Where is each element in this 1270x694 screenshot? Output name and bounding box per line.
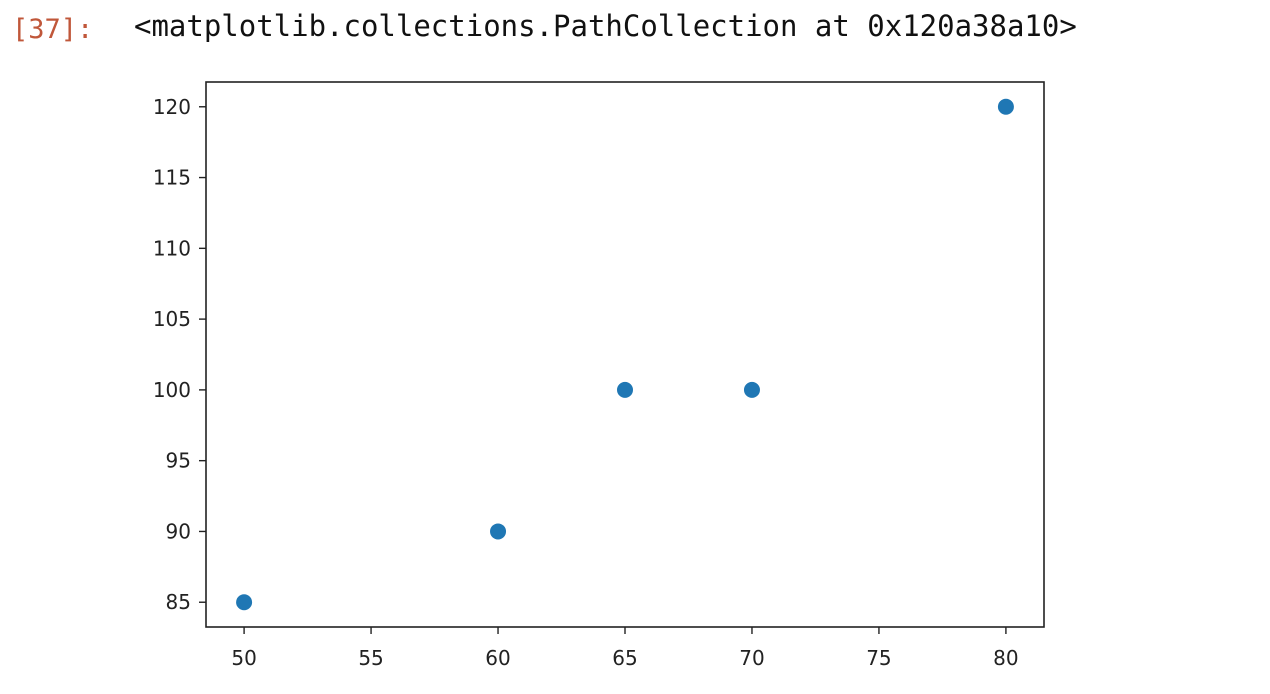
- scatter-point: [997, 98, 1014, 115]
- scatter-points: [236, 98, 1014, 611]
- y-tick-label: 85: [166, 590, 191, 614]
- scatter-point: [236, 594, 253, 611]
- x-tick-label: 75: [866, 646, 891, 670]
- y-tick-label: 105: [153, 307, 191, 331]
- scatter-point: [617, 381, 633, 398]
- y-axis: 85 90 95 100 105 110 115 120: [153, 95, 206, 614]
- output-prompt: [37]:: [12, 14, 94, 45]
- y-tick-label: 95: [166, 449, 191, 473]
- x-tick-label: 65: [612, 646, 637, 670]
- axes-frame: [205, 81, 1045, 628]
- y-tick-label: 120: [153, 95, 191, 119]
- scatter-point: [490, 523, 507, 540]
- y-tick-label: 115: [153, 166, 191, 190]
- x-tick-label: 60: [485, 646, 510, 670]
- x-tick-label: 55: [358, 646, 383, 670]
- x-axis: 50 55 60 65 70 75 80: [231, 627, 1019, 670]
- output-repr-text: <matplotlib.collections.PathCollection a…: [134, 9, 1077, 43]
- x-tick-label: 50: [231, 646, 256, 670]
- y-tick-label: 100: [153, 378, 191, 402]
- y-tick-label: 90: [166, 519, 191, 543]
- x-tick-label: 80: [993, 646, 1018, 670]
- x-tick-label: 70: [739, 646, 764, 670]
- y-tick-label: 110: [153, 236, 191, 260]
- scatter-point: [743, 381, 760, 398]
